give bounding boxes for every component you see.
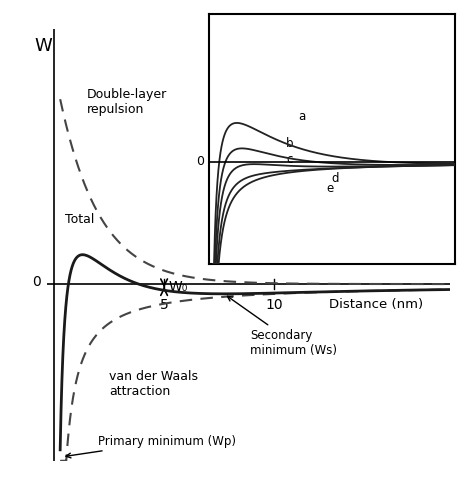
Text: 0: 0	[196, 156, 204, 168]
Text: Primary minimum (Wp): Primary minimum (Wp)	[66, 435, 236, 458]
Text: 5: 5	[160, 298, 168, 312]
Text: e: e	[327, 182, 334, 195]
Text: van der Waals
attraction: van der Waals attraction	[109, 371, 198, 398]
Text: Distance (nm): Distance (nm)	[329, 298, 423, 311]
Text: 0: 0	[32, 275, 41, 289]
Text: Secondary
minimum (Ws): Secondary minimum (Ws)	[228, 296, 337, 357]
Text: Total: Total	[65, 214, 94, 227]
Text: d: d	[332, 172, 339, 185]
Text: c: c	[286, 153, 292, 166]
Text: Double-layer
repulsion: Double-layer repulsion	[87, 88, 167, 116]
Text: W₀: W₀	[168, 280, 188, 294]
Text: b: b	[286, 137, 294, 150]
Text: W: W	[34, 36, 52, 55]
Text: 10: 10	[265, 298, 283, 312]
Text: a: a	[299, 109, 306, 122]
